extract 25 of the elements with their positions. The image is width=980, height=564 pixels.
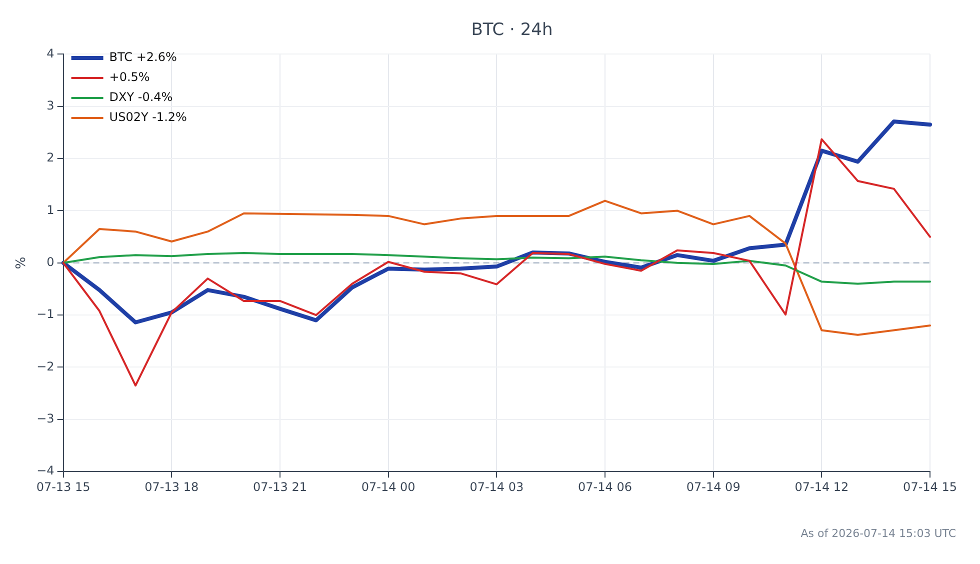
legend-label: DXY -0.4% bbox=[109, 90, 173, 104]
x-tick-label: 07-13 15 bbox=[36, 480, 90, 494]
chart-title: BTC · 24h bbox=[470, 20, 554, 40]
y-tick-label: 2 bbox=[46, 150, 54, 165]
y-tick-label: 1 bbox=[46, 202, 54, 217]
x-tick-label: 07-14 09 bbox=[686, 480, 740, 494]
x-tick-label: 07-14 12 bbox=[794, 480, 849, 494]
y-tick-label: 4 bbox=[46, 46, 54, 60]
y-axis-title: % bbox=[14, 256, 30, 270]
legend-label: US02Y -1.2% bbox=[109, 110, 187, 124]
x-tick-label: 07-14 03 bbox=[470, 480, 524, 494]
legend-label: BTC +2.6% bbox=[109, 50, 177, 64]
x-tick-label: 07-14 00 bbox=[361, 480, 416, 494]
y-tick-label: 3 bbox=[46, 98, 54, 112]
x-tick-label: 07-14 06 bbox=[578, 480, 632, 494]
y-tick-label: 0 bbox=[46, 255, 54, 270]
x-tick-label: 07-14 15 bbox=[903, 480, 957, 494]
x-tick-label: 07-13 18 bbox=[144, 480, 199, 494]
y-tick-label: −1 bbox=[36, 307, 54, 322]
y-tick-label: −4 bbox=[36, 464, 54, 478]
y-tick-label: −2 bbox=[36, 359, 54, 374]
y-tick-label: −3 bbox=[36, 412, 54, 426]
text: As of 2026-07-14 15:03 UTC bbox=[800, 527, 956, 540]
x-tick-label: 07-13 21 bbox=[252, 480, 307, 494]
legend-label: +0.5% bbox=[109, 70, 150, 84]
